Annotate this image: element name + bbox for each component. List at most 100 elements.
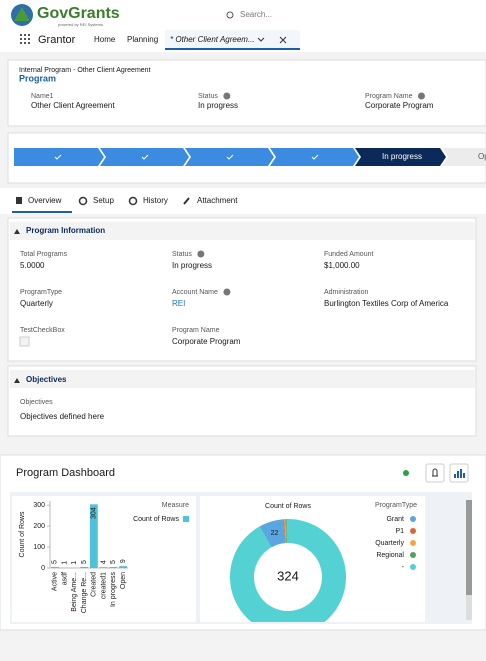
collapse-icon[interactable] [14, 378, 20, 383]
field-label: Status [198, 93, 218, 100]
x-tick-label: Active [52, 572, 59, 591]
field-value: 5.0000 [20, 261, 45, 270]
bell-button[interactable] [425, 463, 445, 483]
field-value: Other Client Agreement [31, 101, 115, 110]
tab[interactable]: Overview [28, 196, 62, 205]
logo-tree [14, 7, 30, 21]
value-label: 5 [81, 560, 88, 564]
status-dot [403, 470, 409, 476]
value-label: 5 [52, 560, 59, 564]
info-icon[interactable] [223, 92, 231, 100]
tab[interactable]: Attachment [197, 196, 238, 205]
search-icon [226, 11, 234, 19]
pie-title: Count of Rows [265, 503, 311, 510]
logo: GovGrants [37, 5, 120, 22]
section-title: Objectives [26, 375, 67, 384]
field-label: ProgramType [20, 289, 62, 296]
value-label: 1 [71, 561, 78, 565]
legend-label: P1 [395, 528, 404, 535]
legend-label: Regional [376, 552, 404, 559]
section-header[interactable] [10, 370, 475, 388]
info-icon[interactable] [197, 250, 205, 258]
app-launcher[interactable] [20, 34, 30, 44]
bar-panel [12, 496, 196, 622]
pie-chart: 22299 [230, 519, 346, 622]
path-step[interactable] [185, 148, 274, 166]
field-value: Quarterly [20, 299, 53, 308]
pie-slice [284, 519, 287, 544]
info-fields: Total Programs 5.0000 Status In progress Fun… [19, 250, 449, 347]
path-step[interactable] [100, 148, 189, 166]
field-value: $1,000.00 [324, 261, 360, 270]
info-icon[interactable] [417, 92, 425, 100]
field-label: Name1 [31, 93, 54, 100]
tab-title[interactable]: * Other Client Agreem... [170, 35, 255, 44]
path-step-current[interactable] [355, 148, 446, 166]
field-label: Funded Amount [324, 251, 373, 258]
value-label: 304 [91, 507, 98, 519]
x-tick-label: Being Ame... [71, 572, 78, 612]
active-tab[interactable] [165, 30, 300, 50]
bar [50, 566, 59, 568]
slice-label: 22 [271, 530, 279, 537]
bar [109, 566, 118, 568]
bar [80, 566, 89, 568]
section-header[interactable] [10, 222, 475, 240]
tagline: powered by REI Systems [58, 22, 103, 27]
legend-title: ProgramType [375, 502, 417, 509]
pie-slice [285, 519, 288, 544]
breadcrumb: Internal Program - Other Client Agreemen… [19, 67, 151, 74]
info-card [7, 217, 477, 362]
legend-label: - [402, 564, 405, 571]
legend-swatch [410, 540, 416, 546]
field-value[interactable]: REI [172, 299, 185, 308]
bar [99, 567, 108, 568]
record-title: Program [19, 73, 56, 83]
search[interactable]: Search... [240, 10, 272, 19]
tab[interactable]: History [143, 196, 168, 205]
tab[interactable]: Setup [93, 196, 114, 205]
chart-icon [454, 469, 465, 478]
legend-label: Count of Rows [133, 516, 179, 523]
path-current: In progress [382, 152, 422, 161]
scroll-thumb[interactable] [466, 500, 472, 595]
tab-icon [78, 196, 88, 206]
tabs-bar [0, 188, 486, 214]
field-label: Total Programs [20, 251, 68, 258]
pie-slice [230, 519, 346, 622]
collapse-icon[interactable] [14, 229, 20, 234]
legend-label: Grant [386, 516, 404, 523]
legend-swatch [183, 516, 189, 522]
path-step[interactable] [270, 148, 359, 166]
y-axis-label: Count of Rows [19, 511, 26, 557]
checkbox[interactable] [19, 336, 30, 347]
field-label: Account Name [172, 289, 218, 296]
legend-swatch [410, 552, 416, 558]
info-icon[interactable] [223, 288, 231, 296]
field-label: Administration [324, 289, 368, 296]
x-tick-label: asdf [61, 572, 68, 585]
dashboard-title: Program Dashboard [16, 467, 115, 479]
y-tick-label: 100 [33, 544, 45, 551]
legend-swatch [410, 516, 416, 522]
path-step-next[interactable] [442, 148, 486, 166]
tab-icon [16, 197, 22, 204]
field-value: Corporate Program [365, 101, 434, 110]
record-card [7, 59, 486, 127]
pie-total: 324 [277, 568, 299, 583]
field-value: Burlington Textiles Corp of America [324, 299, 449, 308]
x-tick-label: created1 [100, 572, 107, 599]
y-tick-label: 200 [33, 523, 45, 530]
bar [119, 566, 128, 568]
tab-menu[interactable] [257, 37, 265, 42]
tab-icon [183, 197, 190, 205]
pie-slice [259, 519, 286, 548]
field-label: TestCheckBox [20, 327, 65, 334]
nav-item[interactable]: Planning [127, 35, 158, 44]
tab-close[interactable] [279, 36, 287, 44]
field-label: Program Name [365, 93, 413, 100]
nav-item[interactable]: Home [94, 35, 116, 44]
path [14, 148, 486, 166]
